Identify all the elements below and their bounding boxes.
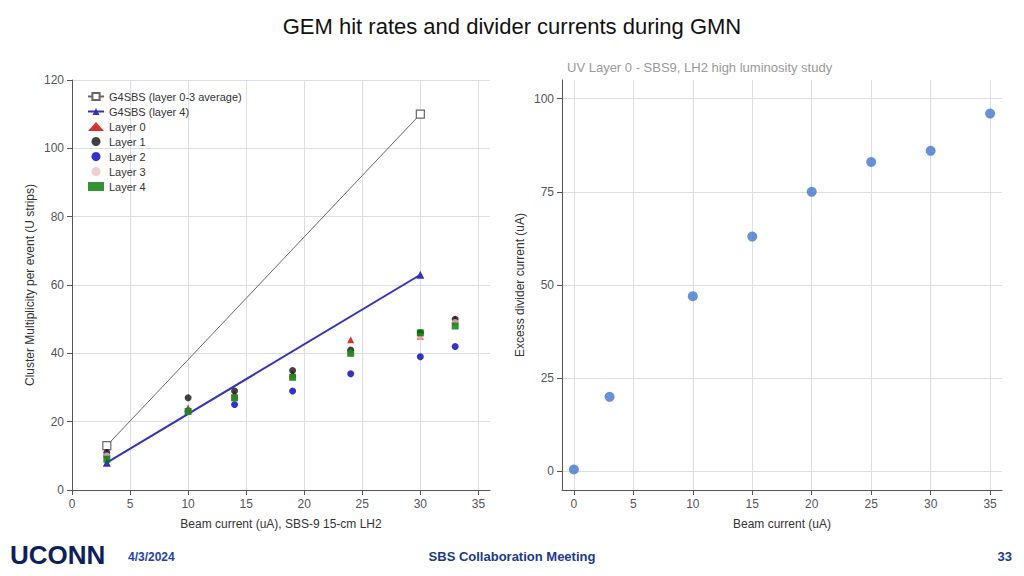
svg-text:0: 0 (57, 483, 64, 497)
svg-text:0: 0 (69, 497, 76, 511)
svg-text:5: 5 (630, 497, 637, 511)
svg-text:Layer 2: Layer 2 (109, 151, 146, 163)
svg-text:15: 15 (746, 497, 760, 511)
svg-text:SBS Collaboration Meeting: SBS Collaboration Meeting (429, 549, 596, 564)
svg-text:10: 10 (181, 497, 195, 511)
svg-text:Layer 3: Layer 3 (109, 166, 146, 178)
svg-text:G4SBS (layer 0-3 average): G4SBS (layer 0-3 average) (109, 91, 242, 103)
svg-text:Layer 4: Layer 4 (109, 181, 146, 193)
svg-text:33: 33 (998, 549, 1012, 564)
svg-text:Excess divider current (uA): Excess divider current (uA) (513, 213, 527, 357)
svg-text:0: 0 (571, 497, 578, 511)
svg-text:4/3/2024: 4/3/2024 (128, 550, 175, 564)
svg-text:20: 20 (51, 415, 65, 429)
svg-text:15: 15 (239, 497, 253, 511)
svg-text:75: 75 (541, 185, 555, 199)
svg-text:UV Layer 0 - SBS9, LH2 high lu: UV Layer 0 - SBS9, LH2 high luminosity s… (567, 60, 833, 75)
svg-text:40: 40 (51, 346, 65, 360)
svg-text:35: 35 (983, 497, 997, 511)
svg-text:50: 50 (541, 278, 555, 292)
svg-text:120: 120 (44, 73, 64, 87)
svg-text:25: 25 (356, 497, 370, 511)
svg-text:30: 30 (924, 497, 938, 511)
svg-text:20: 20 (805, 497, 819, 511)
svg-text:60: 60 (51, 278, 65, 292)
svg-text:Layer 0: Layer 0 (109, 121, 146, 133)
svg-text:G4SBS (layer 4): G4SBS (layer 4) (109, 106, 189, 118)
svg-text:Beam current (uA): Beam current (uA) (733, 517, 831, 531)
svg-text:Beam current (uA), SBS-9 15-cm: Beam current (uA), SBS-9 15-cm LH2 (180, 517, 382, 531)
svg-text:25: 25 (865, 497, 879, 511)
svg-text:0: 0 (547, 464, 554, 478)
svg-text:100: 100 (44, 141, 64, 155)
svg-text:35: 35 (472, 497, 486, 511)
svg-text:30: 30 (414, 497, 428, 511)
svg-text:5: 5 (127, 497, 134, 511)
svg-text:100: 100 (534, 92, 554, 106)
svg-text:20: 20 (298, 497, 312, 511)
svg-text:Layer 1: Layer 1 (109, 136, 146, 148)
svg-text:Cluster Multiplicity per event: Cluster Multiplicity per event (U strips… (23, 184, 37, 386)
svg-text:GEM hit rates and divider curr: GEM hit rates and divider currents durin… (283, 14, 742, 39)
svg-text:25: 25 (541, 371, 555, 385)
svg-text:UCONN: UCONN (10, 540, 105, 570)
svg-text:10: 10 (686, 497, 700, 511)
svg-text:80: 80 (51, 210, 65, 224)
